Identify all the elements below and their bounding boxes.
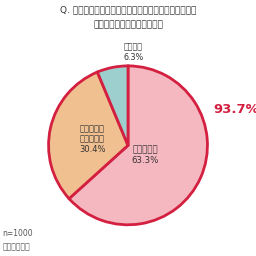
Wedge shape <box>49 72 128 199</box>
Text: 知らない
6.3%: 知らない 6.3% <box>123 42 144 62</box>
Text: （単一回答）: （単一回答） <box>3 242 30 251</box>
Text: このことを知っていますか？: このことを知っていますか？ <box>93 20 163 29</box>
Text: 93.7%: 93.7% <box>214 103 256 116</box>
Text: 知っている
63.3%: 知っている 63.3% <box>132 145 159 165</box>
Text: なんとなく
知っている
30.4%: なんとなく 知っている 30.4% <box>79 124 105 154</box>
Text: n=1000: n=1000 <box>3 229 33 238</box>
Wedge shape <box>97 66 128 145</box>
Text: Q. 自転車は車道の左側を通行しなければいけませんが: Q. 自転車は車道の左側を通行しなければいけませんが <box>60 5 196 14</box>
Wedge shape <box>69 66 207 225</box>
